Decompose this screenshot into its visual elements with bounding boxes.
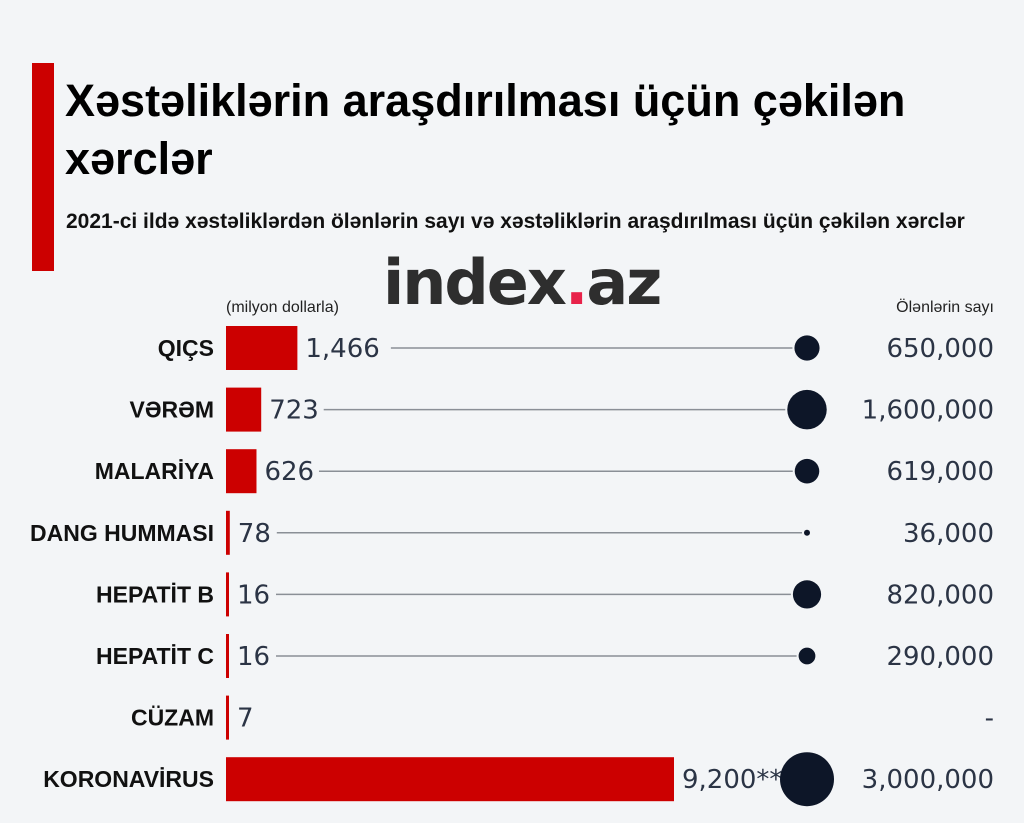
spending-bar xyxy=(226,449,257,494)
spending-bar xyxy=(226,326,298,370)
deaths-column-header: Ölənlərin sayı xyxy=(896,299,994,316)
deaths-value-label: 619,000 xyxy=(886,457,994,487)
category-label: HEPATİT C xyxy=(96,643,214,669)
category-label: CÜZAM xyxy=(131,705,214,731)
deaths-bubble xyxy=(798,647,816,665)
title-accent-bar xyxy=(32,63,54,271)
deaths-bubble xyxy=(792,580,822,609)
deaths-bubble xyxy=(787,389,827,430)
spending-bar xyxy=(226,634,229,678)
category-label: HEPATİT B xyxy=(96,581,214,607)
spending-value-label: 16 xyxy=(237,580,270,610)
deaths-value-label: - xyxy=(985,704,994,734)
watermark-tail: az xyxy=(586,246,662,319)
deaths-bubble xyxy=(780,752,834,807)
deaths-bubble xyxy=(804,529,810,536)
deaths-bubble xyxy=(794,335,820,361)
spending-value-label: 16 xyxy=(237,642,270,672)
spending-value-label: 78 xyxy=(238,519,271,549)
spending-value-label: 9,200** xyxy=(682,765,782,795)
deaths-value-label: 36,000 xyxy=(903,519,994,549)
category-label: MALARİYA xyxy=(95,458,214,484)
chart-title: Xəstəliklərin araşdırılması üçün çəkilən… xyxy=(65,75,906,184)
category-label: DANG HUMMASI xyxy=(30,520,214,546)
spending-value-label: 1,466 xyxy=(305,334,379,364)
spending-bar xyxy=(226,572,229,617)
spending-bar xyxy=(226,387,262,432)
deaths-value-label: 820,000 xyxy=(886,580,994,610)
category-label: KORONAVİRUS xyxy=(43,766,214,792)
deaths-value-label: 650,000 xyxy=(886,334,994,364)
chart-subtitle: 2021-ci ildə xəstəliklərdən ölənlərin sa… xyxy=(66,210,965,233)
category-label: VƏRƏM xyxy=(129,397,214,423)
watermark-main: index xyxy=(383,246,567,319)
spending-bar xyxy=(226,695,229,740)
category-label: QIÇS xyxy=(158,335,214,361)
deaths-value-label: 290,000 xyxy=(886,642,994,672)
watermark-dot: . xyxy=(564,246,589,319)
deaths-bubble xyxy=(794,458,820,484)
spending-value-label: 7 xyxy=(237,704,254,734)
spending-bar xyxy=(226,510,230,555)
spending-value-label: 723 xyxy=(269,396,319,426)
index-az-watermark-logo: index.az xyxy=(383,252,662,314)
spending-bar xyxy=(226,757,674,802)
spending-value-label: 626 xyxy=(264,457,314,487)
deaths-value-label: 1,600,000 xyxy=(862,396,994,426)
deaths-value-label: 3,000,000 xyxy=(862,765,994,795)
spending-unit-label: (milyon dollarla) xyxy=(226,299,339,316)
